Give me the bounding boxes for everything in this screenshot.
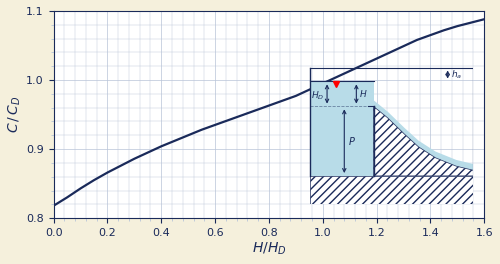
Y-axis label: $C\,/\,C_D$: $C\,/\,C_D$ [7, 96, 24, 133]
X-axis label: $H/H_D$: $H/H_D$ [252, 241, 286, 257]
